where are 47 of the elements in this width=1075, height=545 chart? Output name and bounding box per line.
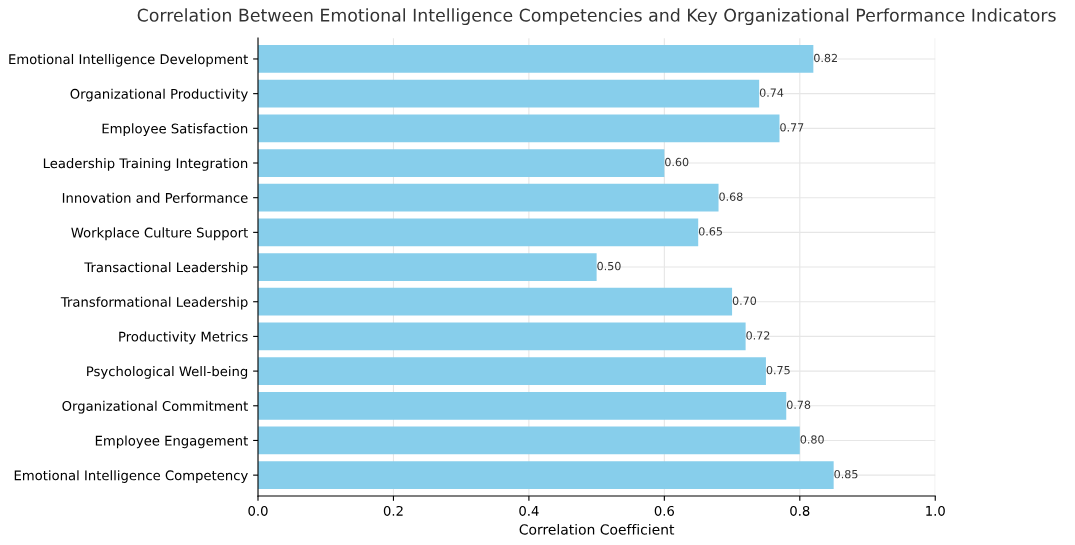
y-tick-label: Transformational Leadership bbox=[60, 296, 248, 310]
y-tick-label: Workplace Culture Support bbox=[71, 227, 248, 241]
y-tick-label: Innovation and Performance bbox=[62, 192, 248, 203]
y-tick-label: Psychological Well-being bbox=[87, 366, 248, 379]
y-tick-label: Transactional Leadership bbox=[84, 262, 248, 275]
data-label: 0.72 bbox=[746, 331, 770, 340]
y-tick-label: Employee Engagement bbox=[95, 435, 248, 449]
data-label: 0.75 bbox=[766, 365, 790, 375]
y-tick-label: Productivity Metrics bbox=[119, 331, 248, 345]
bar bbox=[258, 426, 800, 455]
x-tick-label: 0.6 bbox=[654, 505, 675, 516]
bar bbox=[258, 322, 746, 351]
x-tick-label: 0.4 bbox=[519, 505, 539, 516]
x-tick-label: 0.0 bbox=[248, 505, 268, 516]
data-label: 0.85 bbox=[834, 469, 858, 479]
data-label: 0.78 bbox=[786, 400, 811, 409]
data-label: 0.82 bbox=[814, 53, 837, 63]
bar bbox=[258, 79, 760, 108]
data-label: 0.50 bbox=[597, 261, 621, 271]
y-tick-label: Emotional Intelligence Competency bbox=[14, 470, 248, 483]
y-tick-label: Organizational Productivity bbox=[70, 88, 248, 102]
y-tick-label: Organizational Commitment bbox=[62, 400, 248, 414]
data-label: 0.77 bbox=[780, 123, 804, 132]
data-label: 0.74 bbox=[759, 88, 784, 97]
x-tick-label: 0.2 bbox=[383, 505, 403, 516]
y-tick-label: Leadership Training Integration bbox=[43, 157, 248, 171]
bar bbox=[258, 391, 787, 420]
bar bbox=[258, 461, 834, 490]
data-label: 0.68 bbox=[719, 192, 743, 201]
bar bbox=[258, 114, 780, 143]
x-tick-label: 1.0 bbox=[926, 505, 945, 516]
bar bbox=[258, 253, 597, 281]
bar bbox=[258, 45, 814, 73]
x-axis-title: Correlation Coefficient bbox=[519, 524, 675, 535]
bar bbox=[258, 218, 699, 247]
bar bbox=[258, 183, 719, 212]
x-tick-label: 0.8 bbox=[790, 505, 810, 516]
data-label: 0.70 bbox=[732, 296, 757, 305]
y-tick-label: Emotional Intelligence Development bbox=[9, 53, 248, 67]
data-label: 0.65 bbox=[698, 227, 722, 236]
bar bbox=[258, 357, 766, 385]
bar bbox=[258, 287, 733, 316]
bar bbox=[258, 149, 665, 177]
y-tick-label: Employee Satisfaction bbox=[102, 123, 248, 137]
chart-title: Correlation Between Emotional Intelligence Competencies and Key Organizational Performance Indicators bbox=[137, 8, 1056, 26]
data-label: 0.80 bbox=[800, 435, 824, 444]
data-label: 0.60 bbox=[665, 157, 689, 167]
